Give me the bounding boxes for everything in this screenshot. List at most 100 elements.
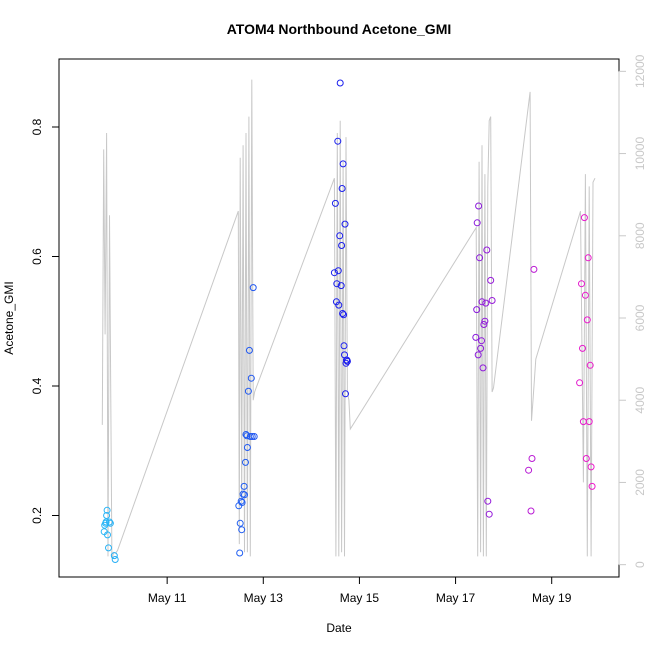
data-point xyxy=(579,344,586,352)
data-point xyxy=(237,497,245,505)
right-tick-label: 2000 xyxy=(633,469,647,496)
y-axis-label: Acetone_GMI xyxy=(2,281,16,354)
x-axis: May 11 May 13 May 15 May 17 May 19 xyxy=(148,576,572,605)
data-point xyxy=(482,299,490,307)
data-point xyxy=(243,444,251,451)
data-point xyxy=(530,265,538,273)
data-point xyxy=(104,531,111,539)
data-point xyxy=(338,185,346,192)
data-point xyxy=(339,310,347,317)
data-point xyxy=(585,418,593,426)
data-point xyxy=(578,280,585,288)
data-point xyxy=(106,518,113,526)
altitude-line-layer xyxy=(101,79,596,559)
x-tick-label: May 13 xyxy=(244,591,284,605)
right-tick-label: 6000 xyxy=(633,304,647,331)
data-point xyxy=(236,519,244,527)
data-point xyxy=(478,298,486,306)
data-point xyxy=(527,507,535,515)
data-point xyxy=(483,246,491,254)
y-axis: 0.2 0.4 0.6 0.8 xyxy=(30,118,60,524)
data-point xyxy=(480,321,488,328)
data-point xyxy=(105,544,112,552)
data-point xyxy=(243,432,251,440)
y-tick-label: 0.8 xyxy=(30,118,44,135)
data-point xyxy=(334,267,342,275)
x-tick-label: May 11 xyxy=(148,591,187,605)
data-point xyxy=(528,455,536,462)
data-point xyxy=(102,518,110,526)
data-point xyxy=(238,499,246,506)
data-point xyxy=(236,549,244,557)
data-point xyxy=(588,482,596,490)
data-point xyxy=(103,506,111,514)
data-point xyxy=(247,374,255,382)
data-point xyxy=(245,346,253,354)
data-point xyxy=(338,242,346,249)
right-tick-label: 0 xyxy=(633,561,647,568)
y-tick-label: 0.4 xyxy=(30,377,44,394)
data-point xyxy=(333,280,341,288)
data-point xyxy=(474,351,482,359)
data-point xyxy=(475,202,483,210)
chart-title: ATOM4 Northbound Acetone_GMI xyxy=(227,21,452,37)
data-point xyxy=(488,297,496,304)
data-point xyxy=(337,282,345,290)
data-point xyxy=(339,160,347,168)
data-point xyxy=(473,219,481,227)
right-tick-label: 12000 xyxy=(633,54,647,88)
data-point xyxy=(242,458,249,466)
data-point xyxy=(343,357,351,365)
data-point xyxy=(110,552,118,560)
data-point xyxy=(111,556,119,563)
data-point xyxy=(336,232,344,240)
data-point xyxy=(250,433,258,440)
x-tick-label: May 15 xyxy=(340,591,380,605)
data-point xyxy=(241,491,248,499)
data-point xyxy=(336,79,344,87)
data-point xyxy=(472,333,480,341)
data-point xyxy=(473,306,481,314)
data-point xyxy=(479,364,487,372)
x-axis-label: Date xyxy=(326,621,352,635)
data-point xyxy=(242,431,250,438)
data-point xyxy=(477,344,485,352)
data-point xyxy=(246,433,254,440)
data-point xyxy=(484,497,492,505)
data-point xyxy=(334,137,342,145)
data-point xyxy=(341,220,349,228)
data-point xyxy=(583,316,591,324)
data-point xyxy=(581,291,589,299)
y-tick-label: 0.2 xyxy=(30,507,44,524)
data-point xyxy=(342,390,349,398)
right-tick-label: 4000 xyxy=(633,387,647,414)
data-point xyxy=(340,311,348,319)
data-point xyxy=(476,254,484,262)
right-tick-label: 10000 xyxy=(633,137,647,171)
right-tick-label: 8000 xyxy=(633,222,647,249)
right-axis: 0 2000 4000 6000 8000 10000 12000 xyxy=(618,54,647,568)
x-tick-label: May 19 xyxy=(532,591,572,605)
data-point xyxy=(576,379,584,387)
data-point xyxy=(478,337,485,345)
data-point xyxy=(331,199,339,207)
data-point xyxy=(340,342,348,350)
y-tick-label: 0.6 xyxy=(30,248,44,265)
data-point xyxy=(335,301,343,309)
data-point xyxy=(580,214,588,222)
data-point xyxy=(485,510,493,518)
data-point xyxy=(106,519,114,527)
data-points-layer xyxy=(100,79,596,563)
data-point xyxy=(584,254,592,262)
altitude-line xyxy=(101,79,596,559)
x-tick-label: May 17 xyxy=(436,591,476,605)
data-point xyxy=(582,455,590,462)
data-point xyxy=(240,482,248,490)
data-point xyxy=(342,359,350,367)
data-point xyxy=(481,317,489,325)
data-point xyxy=(248,433,256,440)
data-point xyxy=(238,526,246,534)
data-point xyxy=(587,463,595,471)
data-point xyxy=(103,512,111,519)
